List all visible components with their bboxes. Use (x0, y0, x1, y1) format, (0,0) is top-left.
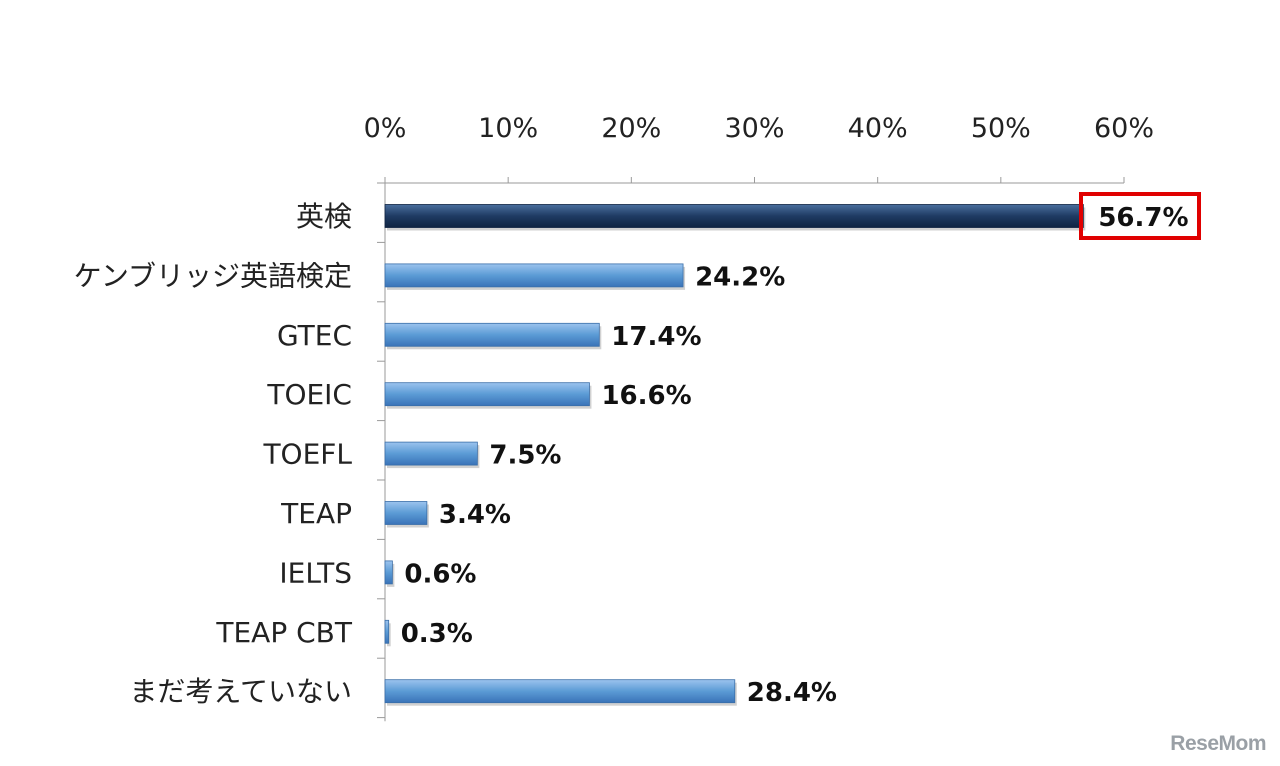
highlight-box (1079, 192, 1201, 240)
bar (384, 263, 684, 288)
x-tick-label: 40% (848, 113, 908, 144)
category-label: IELTS (279, 556, 352, 589)
data-label: 28.4% (747, 678, 837, 708)
x-tick-label: 60% (1094, 113, 1154, 144)
category-label: TEAP CBT (215, 616, 352, 649)
bar (384, 619, 390, 644)
category-label: まだ考えていない (129, 675, 352, 708)
bar (384, 204, 1084, 228)
category-label: TOEFL (262, 438, 352, 471)
data-label: 3.4% (439, 500, 511, 530)
x-tick-label: 10% (478, 113, 538, 144)
category-label: 英検 (296, 200, 352, 233)
data-label: 7.5% (489, 441, 561, 471)
data-label: 17.4% (611, 322, 701, 352)
data-label: 0.6% (404, 559, 476, 589)
data-label: 56.7% (1098, 203, 1188, 233)
bar (384, 560, 393, 585)
data-label: 0.3% (401, 619, 473, 649)
category-label: GTEC (277, 319, 352, 352)
bar (384, 679, 736, 704)
bar (384, 382, 590, 407)
data-label: 16.6% (601, 381, 691, 411)
category-label: TEAP (280, 497, 352, 530)
x-tick-label: 50% (971, 113, 1031, 144)
category-label: TOEIC (266, 378, 352, 411)
x-tick-label: 0% (364, 113, 407, 144)
data-label: 24.2% (695, 262, 785, 292)
category-label: ケンブリッジ英語検定 (74, 259, 352, 292)
bar (384, 501, 428, 525)
x-tick-label: 30% (724, 113, 784, 144)
x-tick-label: 20% (601, 113, 661, 144)
bar (384, 441, 478, 466)
bar (384, 322, 600, 347)
resemom-logo: ReseMom (1170, 732, 1266, 755)
